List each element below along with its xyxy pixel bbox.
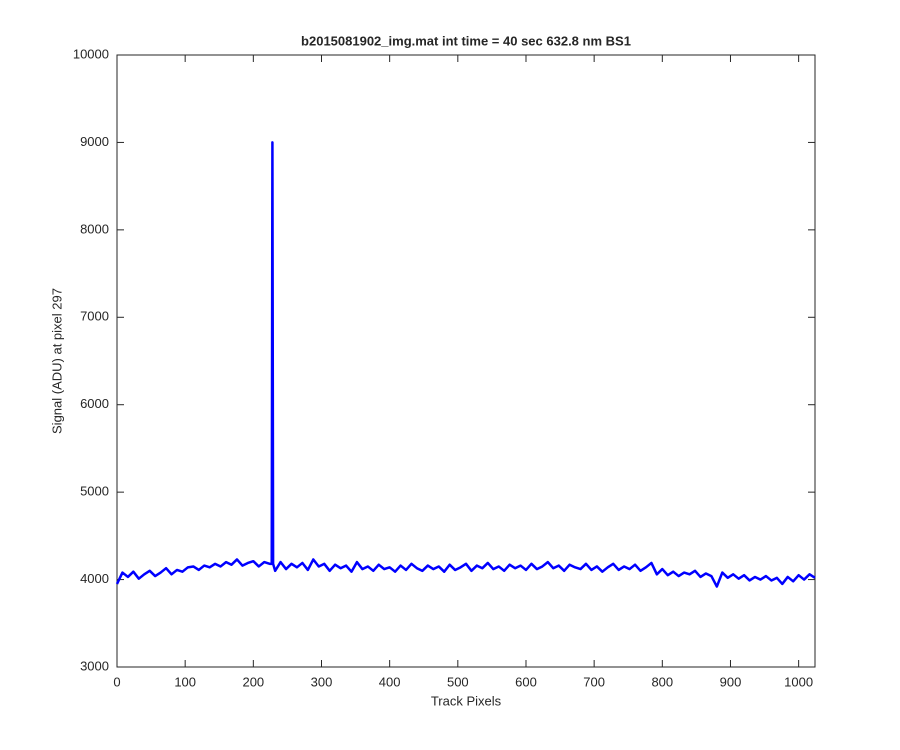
x-axis-label: Track Pixels: [431, 693, 502, 708]
y-tick-label: 3000: [80, 658, 109, 673]
y-axis-label: Signal (ADU) at pixel 297: [49, 288, 64, 434]
y-tick-label: 10000: [73, 46, 109, 61]
x-tick-label: 200: [242, 674, 264, 689]
y-tick-label: 6000: [80, 396, 109, 411]
x-tick-label: 100: [174, 674, 196, 689]
y-tick-label: 5000: [80, 484, 109, 499]
x-tick-label: 1000: [784, 674, 813, 689]
x-tick-label: 400: [379, 674, 401, 689]
x-tick-label: 600: [515, 674, 537, 689]
y-tick-label: 7000: [80, 309, 109, 324]
y-tick-label: 8000: [80, 221, 109, 236]
x-tick-label: 300: [311, 674, 333, 689]
chart-title: b2015081902_img.mat int time = 40 sec 63…: [301, 33, 631, 48]
x-tick-label: 0: [113, 674, 120, 689]
y-tick-label: 9000: [80, 134, 109, 149]
x-tick-label: 700: [583, 674, 605, 689]
x-tick-label: 900: [720, 674, 742, 689]
data-line: [115, 141, 816, 588]
x-tick-label: 500: [447, 674, 469, 689]
x-tick-label: 800: [651, 674, 673, 689]
y-tick-label: 4000: [80, 571, 109, 586]
